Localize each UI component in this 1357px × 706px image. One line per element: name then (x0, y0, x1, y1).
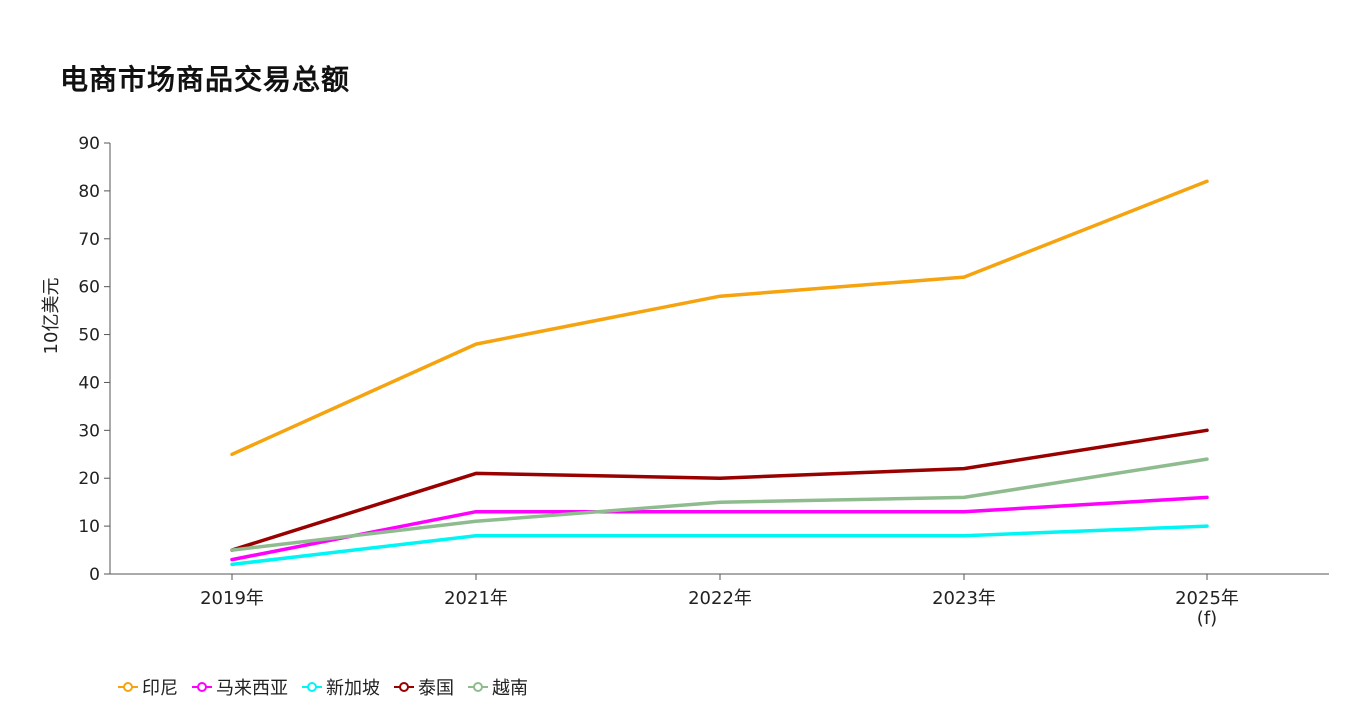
chart-title: 电商市场商品交易总额 (60, 63, 351, 96)
legend-item[interactable]: 印尼 (118, 674, 178, 700)
legend-item[interactable]: 马来西亚 (192, 674, 288, 700)
series-layer (230, 179, 1209, 567)
axes: 0 10 20 30 40 50 60 70 80 90 2019年 2021年 2022年 2023年 2… (78, 134, 1329, 629)
legend-swatch-icon (468, 681, 488, 693)
y-tick-label: 10 (78, 517, 100, 537)
legend-label: 新加坡 (326, 678, 380, 699)
legend-swatch-icon (192, 681, 212, 693)
y-tick-label: 60 (78, 278, 100, 298)
y-tick-label: 70 (78, 230, 100, 250)
series-line-马来西亚 (230, 495, 1209, 562)
x-tick-sublabel: (f) (1197, 608, 1217, 629)
legend-item[interactable]: 泰国 (394, 674, 454, 700)
legend-label: 越南 (492, 678, 528, 699)
y-tick-label: 80 (78, 182, 100, 202)
x-tick-label: 2021年 (444, 588, 508, 609)
series-line-印尼 (230, 179, 1209, 457)
y-tick-label: 20 (78, 469, 100, 489)
series-line-越南 (230, 457, 1209, 552)
y-tick-label: 30 (78, 421, 100, 441)
legend-label: 马来西亚 (216, 678, 288, 699)
x-tick-label: 2025年 (1175, 588, 1239, 609)
legend-item[interactable]: 新加坡 (302, 674, 380, 700)
legend-swatch-icon (118, 681, 138, 693)
series-line-泰国 (230, 428, 1209, 552)
y-tick-label: 0 (89, 565, 100, 585)
legend-item[interactable]: 越南 (468, 674, 528, 700)
x-tick-label: 2022年 (688, 588, 752, 609)
y-tick-label: 50 (78, 326, 100, 346)
x-tick-label: 2019年 (200, 588, 264, 609)
x-tick-label: 2023年 (932, 588, 996, 609)
legend-swatch-icon (302, 681, 322, 693)
legend-swatch-icon (394, 681, 414, 693)
legend-label: 印尼 (142, 678, 178, 699)
legend: 印尼 马来西亚 新加坡 泰国 越南 (118, 674, 542, 700)
y-axis-label: 10亿美元 (41, 278, 62, 355)
series-line-新加坡 (230, 524, 1209, 567)
y-tick-label: 40 (78, 373, 100, 393)
y-tick-label: 90 (78, 134, 100, 154)
legend-label: 泰国 (418, 678, 454, 699)
